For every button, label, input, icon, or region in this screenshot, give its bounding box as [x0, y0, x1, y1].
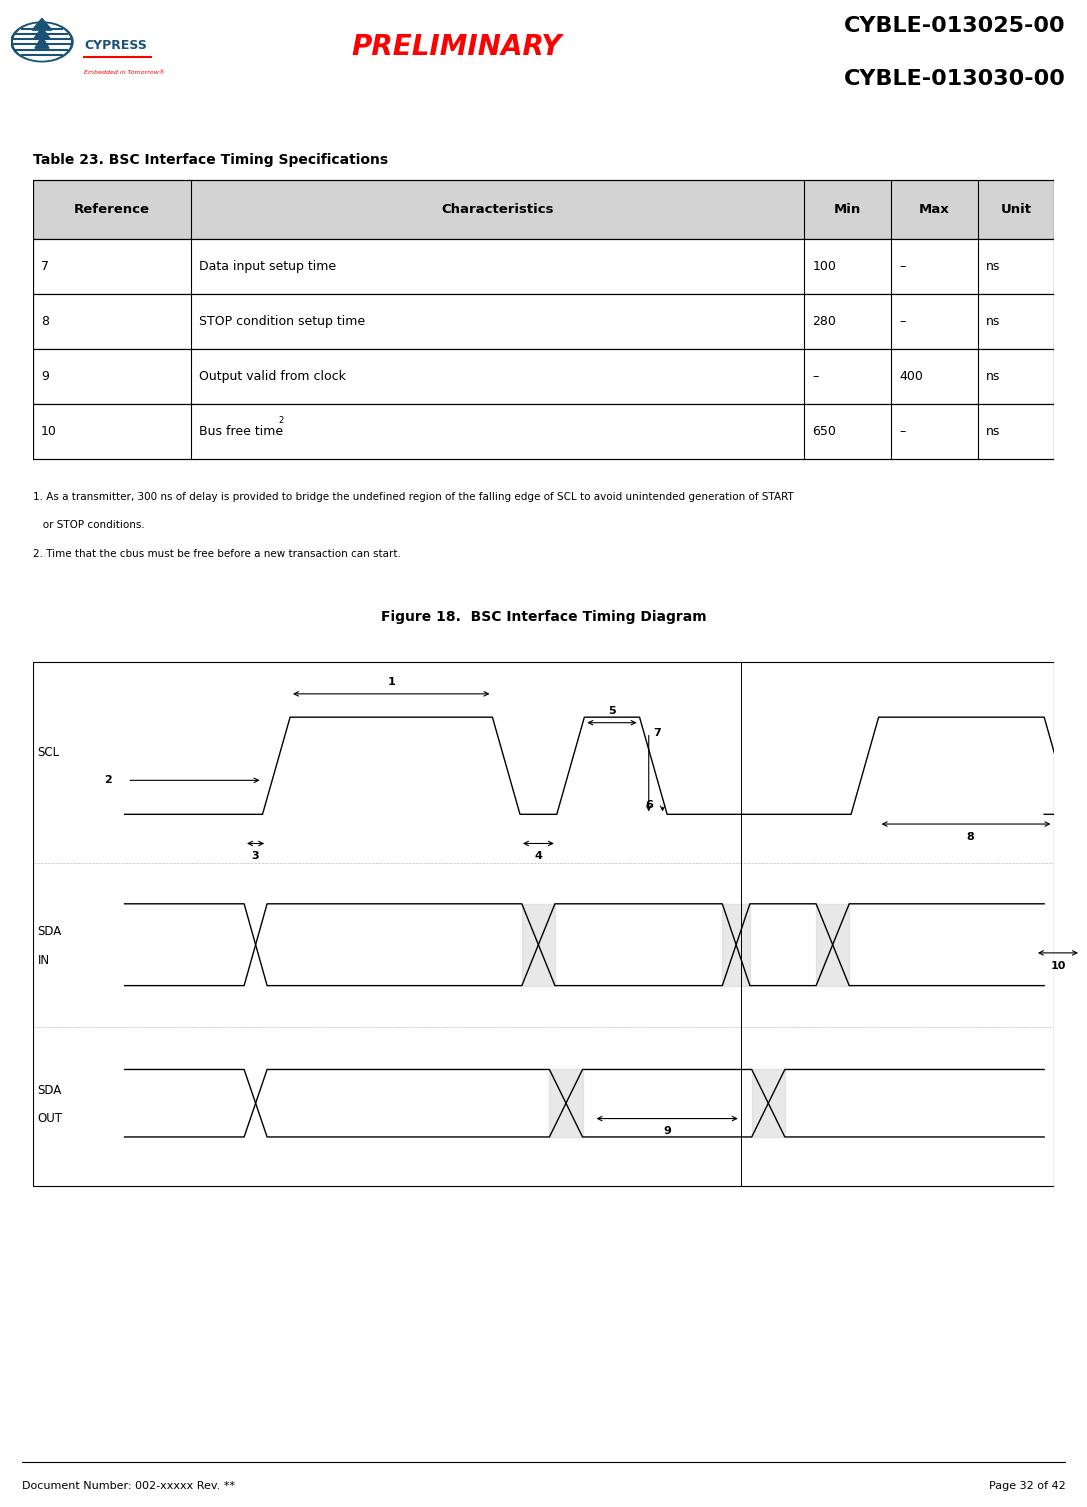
- Text: Bus free time: Bus free time: [199, 425, 284, 439]
- Text: –: –: [812, 369, 819, 383]
- Text: 6: 6: [646, 800, 653, 809]
- Text: Unit: Unit: [1000, 202, 1032, 216]
- Text: 10: 10: [1050, 961, 1065, 971]
- Polygon shape: [33, 18, 52, 30]
- Text: or STOP conditions.: or STOP conditions.: [33, 520, 145, 530]
- Text: SDA: SDA: [38, 925, 62, 937]
- Text: Reference: Reference: [74, 202, 150, 216]
- Text: IN: IN: [38, 954, 50, 967]
- Text: STOP condition setup time: STOP condition setup time: [199, 315, 365, 327]
- Text: Output valid from clock: Output valid from clock: [199, 369, 346, 383]
- Text: Document Number: 002-xxxxx Rev. **: Document Number: 002-xxxxx Rev. **: [22, 1481, 235, 1490]
- Text: CYPRESS: CYPRESS: [85, 39, 147, 53]
- Text: 3: 3: [252, 851, 260, 862]
- Text: 400: 400: [899, 369, 923, 383]
- Text: Min: Min: [834, 202, 861, 216]
- Text: 1: 1: [387, 677, 396, 687]
- Text: 7: 7: [41, 259, 49, 273]
- Text: SCL: SCL: [38, 746, 60, 760]
- Text: ns: ns: [986, 369, 1000, 383]
- Text: 7: 7: [653, 728, 661, 738]
- Bar: [33, 348, 1054, 404]
- Text: 650: 650: [812, 425, 836, 439]
- Text: ns: ns: [986, 259, 1000, 273]
- Text: Max: Max: [919, 202, 950, 216]
- Text: 100: 100: [812, 259, 836, 273]
- Text: CYBLE-013025-00: CYBLE-013025-00: [844, 17, 1065, 36]
- Text: Figure 18.  BSC Interface Timing Diagram: Figure 18. BSC Interface Timing Diagram: [380, 610, 707, 624]
- Text: CYBLE-013030-00: CYBLE-013030-00: [844, 69, 1065, 89]
- Text: Data input setup time: Data input setup time: [199, 259, 336, 273]
- Text: –: –: [899, 425, 905, 439]
- Text: Table 23. BSC Interface Timing Specifications: Table 23. BSC Interface Timing Specifica…: [33, 154, 388, 167]
- Text: PRELIMINARY: PRELIMINARY: [351, 33, 562, 62]
- Bar: [33, 404, 1054, 458]
- Bar: [33, 238, 1054, 294]
- Text: 2: 2: [279, 416, 284, 425]
- Text: OUT: OUT: [38, 1112, 63, 1126]
- Bar: [33, 179, 1054, 238]
- Text: 280: 280: [812, 315, 836, 327]
- Text: 2. Time that the cbus must be free before a new transaction can start.: 2. Time that the cbus must be free befor…: [33, 549, 400, 559]
- Text: 10: 10: [41, 425, 57, 439]
- Text: ns: ns: [986, 315, 1000, 327]
- Text: 8: 8: [966, 832, 974, 842]
- Text: –: –: [899, 315, 905, 327]
- Circle shape: [14, 24, 71, 60]
- Text: SDA: SDA: [38, 1084, 62, 1097]
- Bar: [33, 294, 1054, 348]
- Text: 1. As a transmitter, 300 ns of delay is provided to bridge the undefined region : 1. As a transmitter, 300 ns of delay is …: [33, 491, 794, 502]
- Text: Embedded in Tomorrow®: Embedded in Tomorrow®: [85, 71, 165, 75]
- Text: –: –: [899, 259, 905, 273]
- Text: 9: 9: [41, 369, 49, 383]
- Text: 5: 5: [608, 707, 615, 716]
- Text: 8: 8: [41, 315, 49, 327]
- Text: Characteristics: Characteristics: [441, 202, 553, 216]
- Text: 9: 9: [663, 1126, 671, 1136]
- Text: Page 32 of 42: Page 32 of 42: [988, 1481, 1065, 1490]
- Text: 2: 2: [104, 775, 112, 785]
- Text: ns: ns: [986, 425, 1000, 439]
- Polygon shape: [35, 36, 49, 48]
- Bar: [33, 662, 1054, 1186]
- Polygon shape: [34, 27, 50, 39]
- Text: 4: 4: [535, 851, 542, 862]
- Circle shape: [11, 23, 73, 62]
